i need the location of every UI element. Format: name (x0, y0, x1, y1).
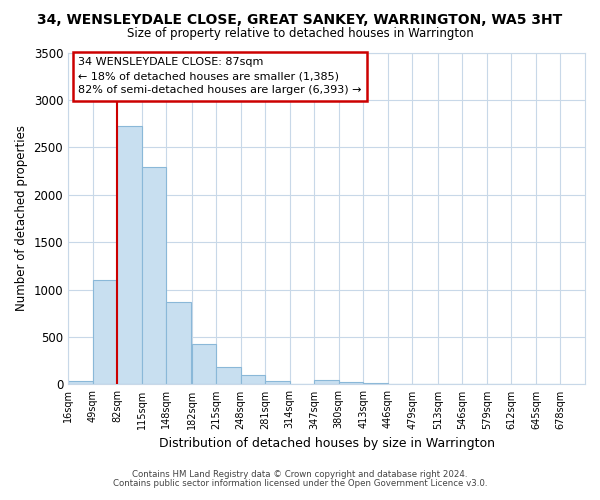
Bar (142, 168, 166, 384)
Bar (241, 375, 265, 384)
Bar (265, 380, 290, 384)
Text: Contains public sector information licensed under the Open Government Licence v3: Contains public sector information licen… (113, 478, 487, 488)
Bar (191, 344, 216, 384)
Bar (92, 280, 117, 384)
Bar (68, 380, 92, 384)
Text: 34, WENSLEYDALE CLOSE, GREAT SANKEY, WARRINGTON, WA5 3HT: 34, WENSLEYDALE CLOSE, GREAT SANKEY, WAR… (37, 12, 563, 26)
Text: Contains HM Land Registry data © Crown copyright and database right 2024.: Contains HM Land Registry data © Crown c… (132, 470, 468, 479)
Bar (339, 382, 364, 384)
Text: 34 WENSLEYDALE CLOSE: 87sqm
← 18% of detached houses are smaller (1,385)
82% of : 34 WENSLEYDALE CLOSE: 87sqm ← 18% of det… (79, 58, 362, 96)
Bar (314, 380, 339, 384)
Y-axis label: Number of detached properties: Number of detached properties (15, 126, 28, 312)
Bar (166, 302, 191, 384)
Text: Size of property relative to detached houses in Warrington: Size of property relative to detached ho… (127, 28, 473, 40)
X-axis label: Distribution of detached houses by size in Warrington: Distribution of detached houses by size … (158, 437, 494, 450)
Bar (117, 126, 142, 384)
Bar (216, 367, 241, 384)
